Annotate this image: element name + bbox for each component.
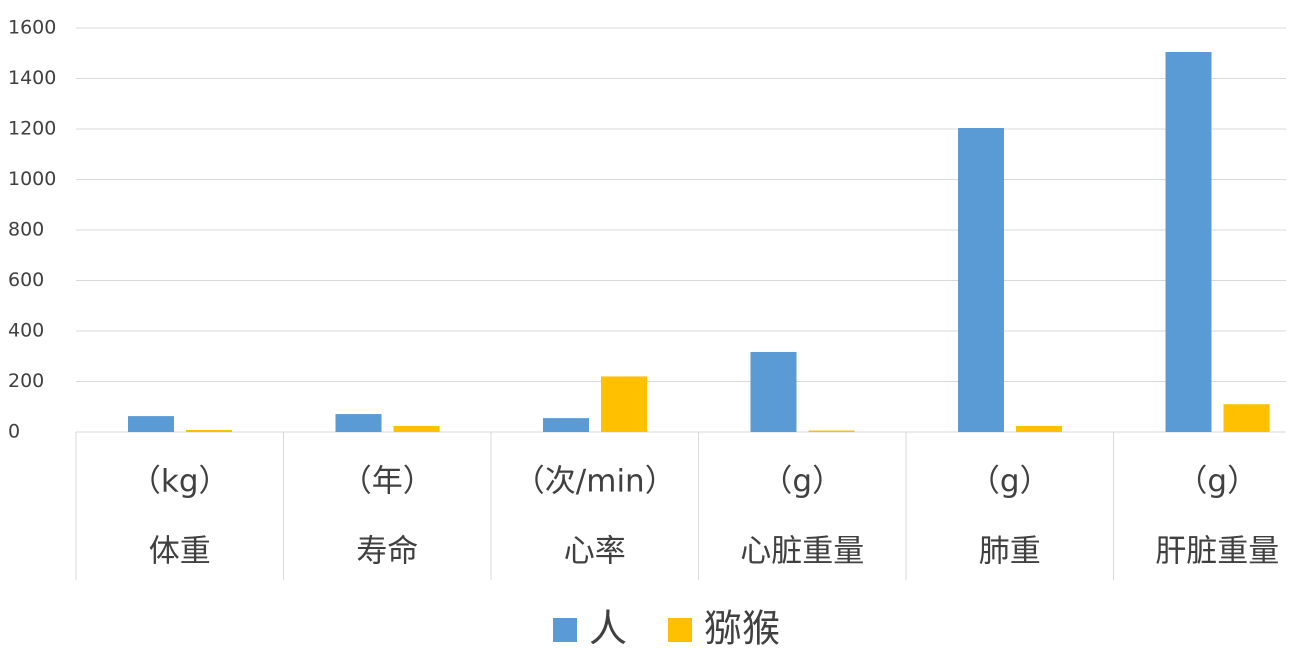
legend-label: 人 <box>589 607 627 651</box>
y-tick-label: 600 <box>8 269 44 291</box>
x-tick-label: 心率 <box>564 534 626 570</box>
bar <box>543 418 589 432</box>
legend-swatch <box>668 618 692 642</box>
x-tick-unit: （g） <box>1176 464 1258 500</box>
x-tick-unit: （次/min） <box>514 464 676 500</box>
x-tick-label: 肝脏重量 <box>1155 534 1279 570</box>
bar <box>393 425 440 432</box>
y-tick-label: 1200 <box>8 118 56 140</box>
x-tick-label: 体重 <box>149 534 211 570</box>
y-tick-label: 200 <box>8 370 44 392</box>
x-tick-unit: （kg） <box>130 464 230 500</box>
bar <box>1223 404 1270 432</box>
bar <box>1165 51 1212 433</box>
x-tick-unit: （g） <box>969 464 1051 500</box>
y-tick-label: 1600 <box>8 17 56 39</box>
bar <box>128 416 174 432</box>
x-tick-unit: （年） <box>341 464 434 500</box>
bar <box>601 376 647 432</box>
legend-label: 猕猴 <box>704 607 780 651</box>
y-tick-label: 400 <box>8 320 44 342</box>
x-tick-label: 寿命 <box>356 534 418 570</box>
y-tick-label: 1000 <box>8 168 56 190</box>
y-tick-label: 1400 <box>8 67 56 89</box>
bar <box>958 127 1004 433</box>
legend-swatch <box>553 618 577 642</box>
y-tick-label: 0 <box>8 421 20 443</box>
bar <box>1016 425 1062 432</box>
bar <box>808 430 855 432</box>
bar <box>335 414 382 432</box>
x-tick-label: 肺重 <box>979 534 1041 570</box>
y-tick-label: 800 <box>8 219 44 241</box>
x-tick-label: 心脏重量 <box>740 534 864 570</box>
bar <box>750 351 797 432</box>
x-tick-unit: （g） <box>761 464 843 500</box>
bar <box>186 429 232 432</box>
